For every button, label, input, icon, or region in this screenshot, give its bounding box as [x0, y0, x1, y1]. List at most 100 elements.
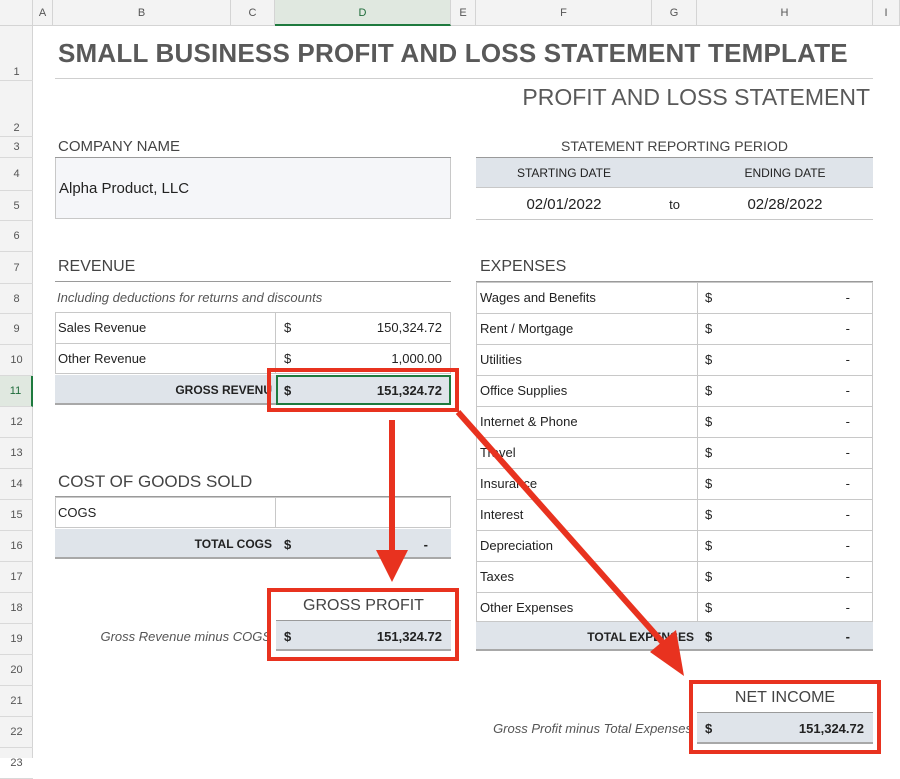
- row-header[interactable]: 8: [0, 284, 33, 314]
- expense-amount[interactable]: -: [845, 321, 850, 336]
- gross-revenue-value[interactable]: 151,324.72: [376, 382, 442, 398]
- expense-currency: $: [705, 599, 713, 615]
- reporting-period-label: STATEMENT REPORTING PERIOD: [561, 138, 788, 154]
- expense-label[interactable]: Taxes: [480, 569, 514, 584]
- row-header[interactable]: 6: [0, 221, 33, 252]
- expense-amount[interactable]: -: [845, 352, 850, 367]
- column-header-d[interactable]: D: [275, 0, 451, 26]
- expense-currency: $: [705, 290, 713, 305]
- row-header[interactable]: 5: [0, 191, 33, 221]
- row-header[interactable]: 7: [0, 252, 33, 284]
- column-divider: [275, 312, 276, 374]
- sales-revenue-amount[interactable]: 150,324.72: [376, 320, 442, 335]
- expense-label[interactable]: Other Expenses: [480, 599, 574, 615]
- row-header[interactable]: 15: [0, 500, 33, 531]
- row-header[interactable]: 12: [0, 407, 33, 438]
- sheet-title: SMALL BUSINESS PROFIT AND LOSS STATEMENT…: [58, 38, 848, 68]
- row-header[interactable]: 14: [0, 469, 33, 500]
- expense-currency: $: [705, 445, 713, 460]
- arrow-diagonal-icon: [455, 410, 684, 676]
- column-header-a[interactable]: A: [33, 0, 53, 26]
- row-header[interactable]: 13: [0, 438, 33, 469]
- row-header[interactable]: 20: [0, 655, 33, 686]
- title-divider: [55, 78, 873, 79]
- expense-label[interactable]: Utilities: [480, 352, 522, 367]
- active-cell-selection[interactable]: [276, 375, 451, 405]
- total-cogs-label: TOTAL COGS: [194, 537, 272, 551]
- column-header-b[interactable]: B: [53, 0, 231, 26]
- expense-label[interactable]: Office Supplies: [480, 383, 568, 398]
- expense-label[interactable]: Interest: [480, 507, 524, 522]
- expense-currency: $: [705, 414, 713, 429]
- expense-amount[interactable]: -: [845, 569, 850, 584]
- gross-profit-note: Gross Revenue minus COGS: [100, 628, 271, 644]
- row-header[interactable]: 3: [0, 137, 33, 158]
- gross-revenue-label: GROSS REVENU: [175, 383, 272, 397]
- other-revenue-amount[interactable]: 1,000.00: [391, 351, 442, 366]
- row-header[interactable]: 18: [0, 593, 33, 624]
- sales-revenue-label[interactable]: Sales Revenue: [58, 320, 147, 335]
- period-to-text: to: [669, 196, 680, 212]
- net-income-label: NET INCOME: [734, 689, 836, 706]
- row-divider: [55, 343, 451, 344]
- cogs-item-label[interactable]: COGS: [58, 505, 97, 520]
- column-header-bar: A B C D E F G H I: [0, 0, 900, 26]
- expense-amount[interactable]: -: [845, 599, 850, 615]
- total-cogs-value[interactable]: -: [423, 536, 428, 552]
- revenue-section-title: REVENUE: [58, 258, 136, 275]
- gross-profit-highlight: [267, 588, 459, 661]
- expense-amount[interactable]: -: [845, 538, 850, 553]
- gross-profit-currency: $: [284, 628, 292, 644]
- expense-label[interactable]: Rent / Mortgage: [480, 321, 574, 336]
- row-header[interactable]: 22: [0, 717, 33, 748]
- expense-amount[interactable]: -: [845, 290, 850, 305]
- select-all-corner[interactable]: [0, 0, 33, 26]
- other-revenue-label[interactable]: Other Revenue: [58, 351, 147, 366]
- expenses-title-rule: [476, 281, 873, 282]
- expense-amount[interactable]: -: [845, 507, 850, 522]
- column-header-h[interactable]: H: [697, 0, 873, 26]
- row-header[interactable]: 2: [0, 81, 33, 137]
- total-expenses-value[interactable]: -: [845, 629, 850, 644]
- expense-label[interactable]: Wages and Benefits: [480, 290, 596, 305]
- row-divider: [476, 375, 873, 376]
- column-header-c[interactable]: C: [231, 0, 275, 26]
- row-divider: [476, 406, 873, 407]
- expense-currency: $: [705, 321, 713, 336]
- ending-date-field[interactable]: 02/28/2022: [747, 195, 823, 213]
- expense-label[interactable]: Internet & Phone: [480, 414, 578, 429]
- period-bottom-rule: [476, 219, 873, 220]
- row-header[interactable]: 17: [0, 562, 33, 593]
- column-header-e[interactable]: E: [451, 0, 476, 26]
- expenses-section-title: EXPENSES: [480, 258, 567, 275]
- expense-currency: $: [705, 538, 713, 553]
- row-header[interactable]: 11: [0, 376, 33, 407]
- expense-amount[interactable]: -: [845, 414, 850, 429]
- row-divider: [476, 561, 873, 562]
- row-header[interactable]: 4: [0, 158, 33, 191]
- starting-date-field[interactable]: 02/01/2022: [526, 195, 602, 213]
- expense-label[interactable]: Depreciation: [480, 538, 553, 553]
- company-name-field[interactable]: Alpha Product, LLC: [55, 158, 451, 219]
- row-header[interactable]: 10: [0, 345, 33, 376]
- expense-currency: $: [705, 383, 713, 398]
- row-header[interactable]: 21: [0, 686, 33, 717]
- expenses-table: [476, 282, 873, 622]
- row-header[interactable]: 1: [0, 26, 33, 81]
- row-header[interactable]: 16: [0, 531, 33, 562]
- net-income-highlight: [689, 680, 881, 754]
- column-header-g[interactable]: G: [652, 0, 697, 26]
- row-divider: [476, 468, 873, 469]
- gross-profit-value[interactable]: 151,324.72: [376, 628, 442, 644]
- expense-amount[interactable]: -: [845, 383, 850, 398]
- cogs-table: [55, 497, 451, 528]
- expense-amount[interactable]: -: [845, 476, 850, 491]
- expense-amount[interactable]: -: [845, 445, 850, 460]
- column-header-f[interactable]: F: [476, 0, 652, 26]
- gross-profit-rule: [276, 620, 451, 621]
- expense-currency: $: [705, 569, 713, 584]
- net-income-value[interactable]: 151,324.72: [798, 721, 864, 736]
- row-header[interactable]: 19: [0, 624, 33, 655]
- sales-revenue-currency: $: [284, 320, 292, 335]
- row-header[interactable]: 9: [0, 314, 33, 345]
